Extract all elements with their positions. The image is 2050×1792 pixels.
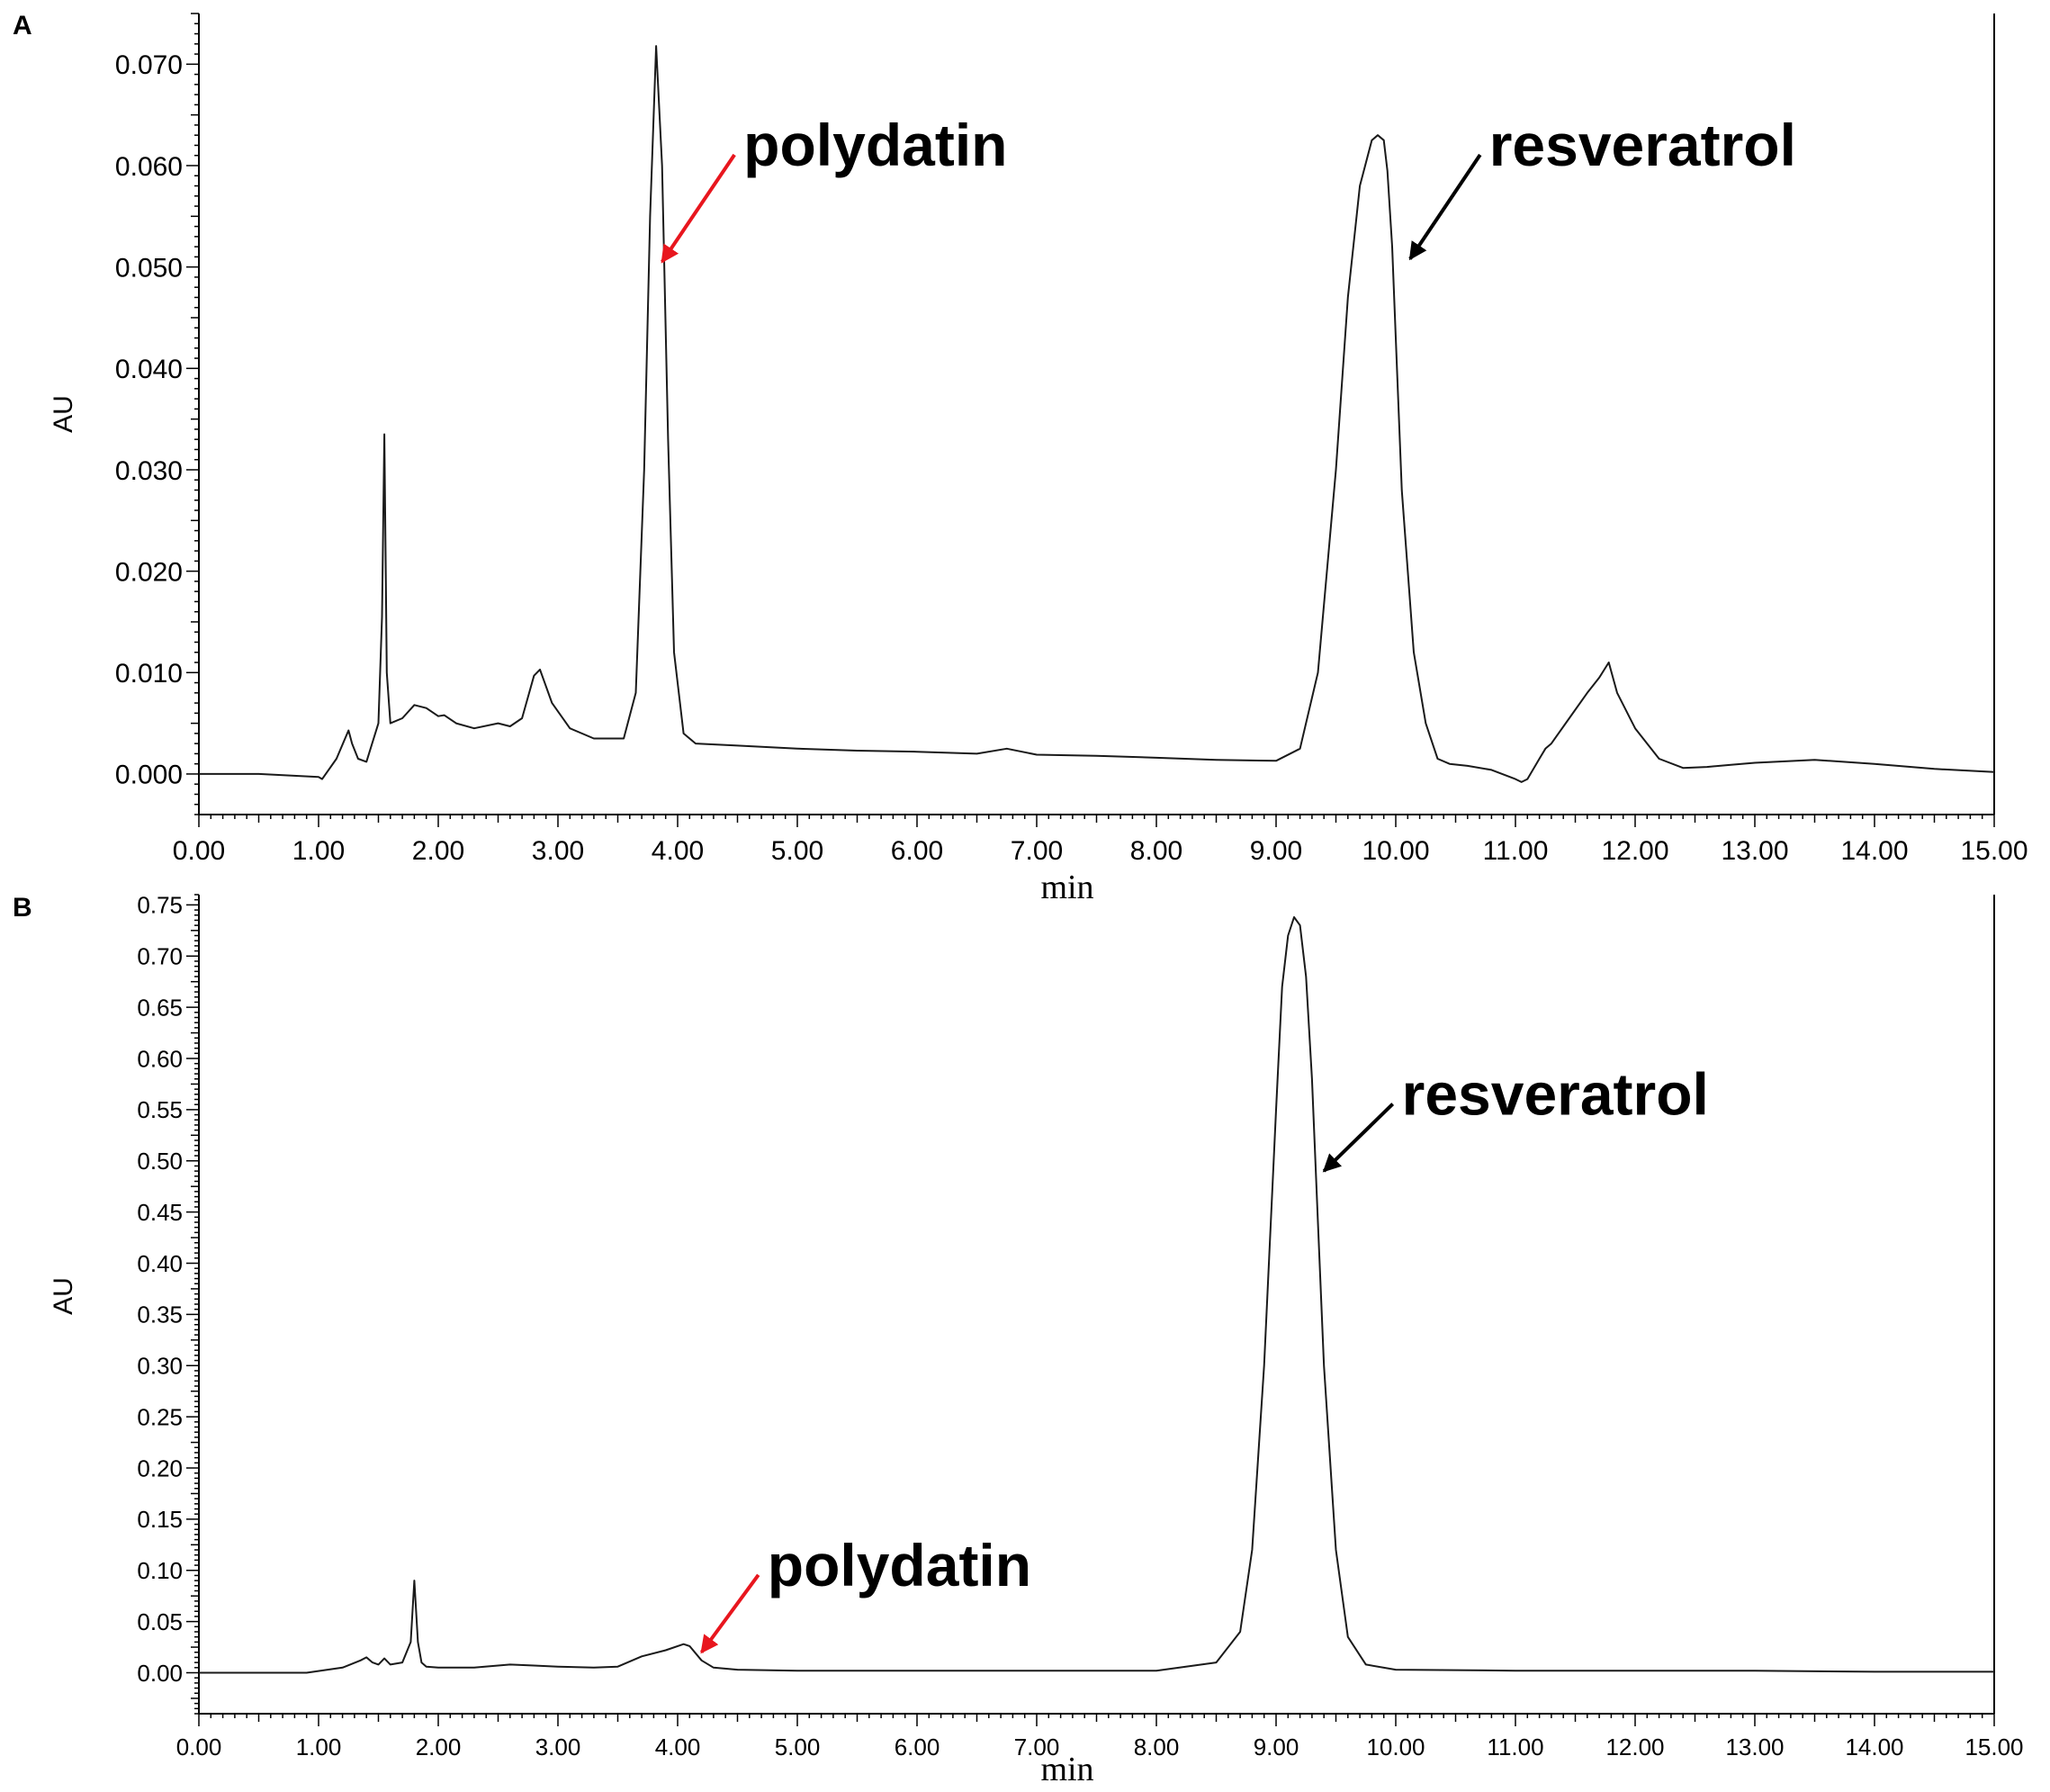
y-axis-title-b: AU: [49, 1277, 78, 1315]
x-tick-label: 11.00: [1487, 1733, 1543, 1760]
y-axis-title-a: AU: [49, 395, 78, 433]
panel-b: B AU min 0.00 1.00 2.00 3.00 4.00 5.00 6.00 7.0…: [13, 892, 2024, 1788]
x-axis-title-b: min: [1040, 1751, 1093, 1788]
chromatogram-trace-b: [199, 916, 1994, 1674]
y-tick-label: 0.75: [137, 892, 183, 919]
y-tick-label: 0.40: [137, 1250, 183, 1277]
y-tick-label: 0.20: [137, 1454, 183, 1481]
x-tick-label: 6.00: [895, 1733, 940, 1760]
x-tick-label: 3.00: [532, 836, 584, 866]
x-tick-label: 10.00: [1362, 836, 1429, 866]
x-tick-label: 5.00: [775, 1733, 821, 1760]
peak-arrow-resveratrol: [1322, 1103, 1395, 1173]
peak-arrow-polydatin: [661, 153, 736, 264]
panel-label-a: A: [13, 11, 32, 41]
x-tick-label: 8.00: [1130, 836, 1182, 866]
y-tick-label: 0.25: [137, 1403, 183, 1430]
y-tick-label: 0.30: [137, 1353, 183, 1380]
y-tick-label: 0.000: [115, 761, 183, 790]
x-tick-label: 7.00: [1011, 836, 1063, 866]
x-tick-label: 12.00: [1601, 836, 1668, 866]
x-tick-label: 4.00: [652, 836, 704, 866]
x-tick-label: 9.00: [1250, 836, 1302, 866]
peak-arrow-polydatin: [699, 1573, 760, 1654]
y-tick-label: 0.030: [115, 456, 183, 486]
x-tick-label: 4.00: [655, 1733, 701, 1760]
x-tick-label: 5.00: [771, 836, 823, 866]
y-tick-label: 0.060: [115, 152, 183, 182]
peak-label-resveratrol: resveratrol: [1489, 112, 1796, 178]
x-tick-label: 14.00: [1840, 836, 1908, 866]
y-tick-label: 0.35: [137, 1301, 183, 1328]
x-tick-label: 1.00: [292, 836, 345, 866]
x-tick-label: 10.00: [1366, 1733, 1425, 1760]
x-tick-label: 0.00: [173, 836, 225, 866]
panel-a: A AU min 0.00 1.00 2.00 3.00 4.00 5.00 6.00 7.0…: [13, 11, 2028, 906]
x-tick-label: 6.00: [891, 836, 943, 866]
x-tick-label: 3.00: [535, 1733, 581, 1760]
y-tick-label: 0.70: [137, 943, 183, 970]
x-tick-label: 15.00: [1960, 836, 2028, 866]
x-tick-label: 9.00: [1254, 1733, 1299, 1760]
y-tick-label: 0.10: [137, 1557, 183, 1584]
x-tick-label: 14.00: [1845, 1733, 1903, 1760]
y-tick-label: 0.45: [137, 1199, 183, 1226]
x-tick-label: 15.00: [1965, 1733, 2023, 1760]
y-tick-label: 0.05: [137, 1608, 183, 1635]
x-tick-label: 8.00: [1134, 1733, 1180, 1760]
peak-label-polydatin: polydatin: [743, 112, 1007, 178]
x-tick-label: 12.00: [1605, 1733, 1664, 1760]
y-tick-label: 0.040: [115, 355, 183, 384]
y-tick-label: 0.15: [137, 1506, 183, 1533]
y-tick-label: 0.050: [115, 253, 183, 283]
y-tick-label: 0.50: [137, 1148, 183, 1175]
x-tick-label: 0.00: [176, 1733, 222, 1760]
x-tick-label: 13.00: [1721, 836, 1788, 866]
peak-label-resveratrol: resveratrol: [1402, 1061, 1709, 1128]
x-tick-label: 1.00: [296, 1733, 342, 1760]
y-tick-label: 0.65: [137, 994, 183, 1021]
x-tick-label: 2.00: [412, 836, 464, 866]
peak-label-polydatin: polydatin: [768, 1532, 1031, 1598]
chromatogram-trace-a: [199, 45, 1995, 783]
x-tick-label: 13.00: [1725, 1733, 1784, 1760]
y-tick-label: 0.070: [115, 50, 183, 80]
y-tick-label: 0.00: [137, 1660, 183, 1687]
x-tick-label: 11.00: [1483, 836, 1549, 866]
peak-arrow-resveratrol: [1408, 153, 1482, 261]
x-tick-label: 7.00: [1014, 1733, 1060, 1760]
y-tick-label: 0.020: [115, 557, 183, 587]
panel-label-b: B: [13, 893, 32, 923]
y-tick-label: 0.60: [137, 1045, 183, 1072]
y-tick-label: 0.55: [137, 1096, 183, 1123]
x-axis-title-a: min: [1040, 869, 1093, 906]
y-tick-label: 0.010: [115, 659, 183, 689]
x-tick-label: 2.00: [416, 1733, 462, 1760]
